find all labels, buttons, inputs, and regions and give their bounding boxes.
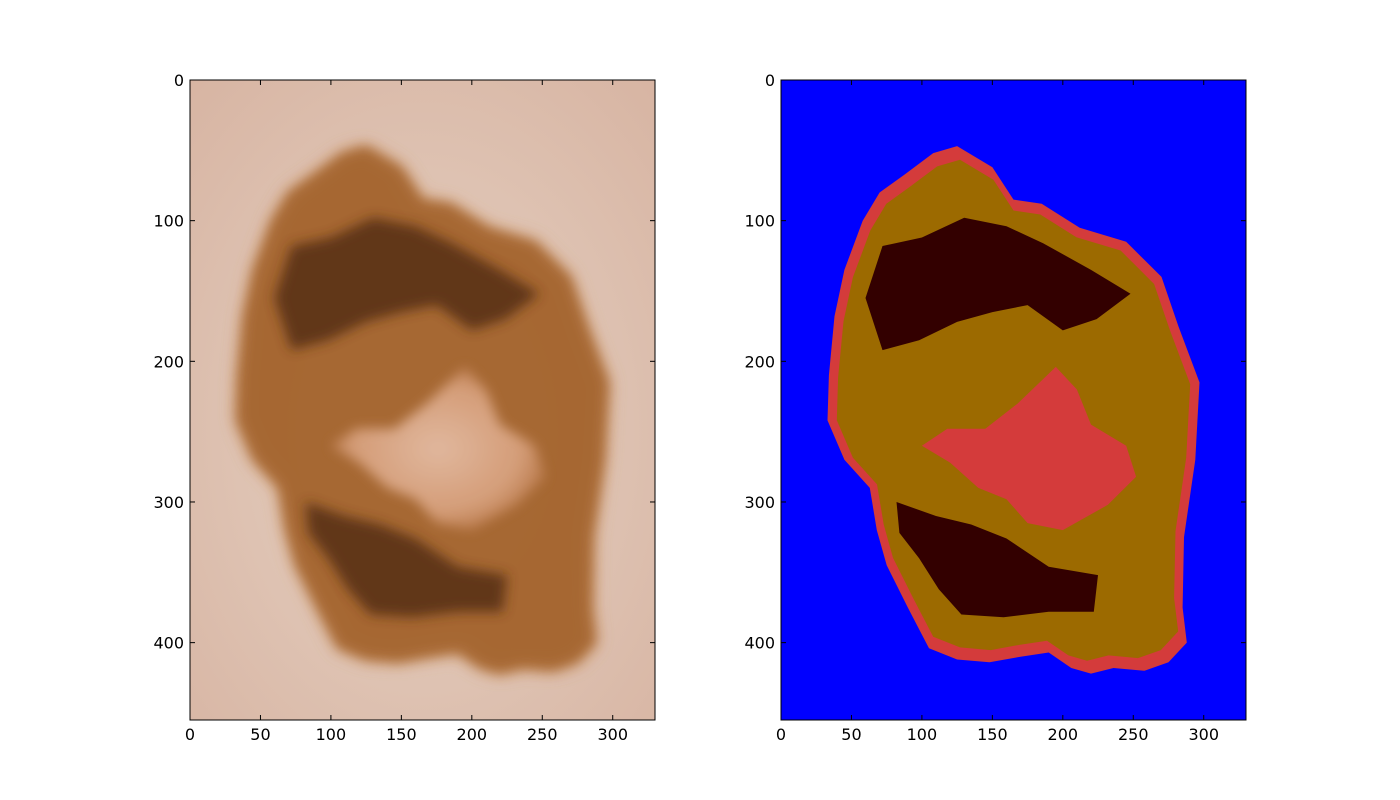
lesion-pale-center bbox=[330, 366, 546, 531]
lesion-dark-area bbox=[305, 502, 507, 618]
right-xtick-label: 250 bbox=[1118, 725, 1149, 744]
segment-center-class bbox=[921, 366, 1137, 531]
dermoscopy-image-panel: 0 50 100 150 200 250 300 0 100 200 300 400 bbox=[153, 71, 656, 744]
right-xtick-label: 50 bbox=[841, 725, 861, 744]
left-ytick-label: 200 bbox=[153, 352, 184, 371]
left-axes: 0 50 100 150 200 250 300 0 100 200 300 400 bbox=[153, 71, 656, 744]
lesion-photo bbox=[236, 146, 609, 674]
left-xtick-label: 200 bbox=[457, 725, 488, 744]
segmentation-regions bbox=[827, 146, 1200, 674]
right-axes: 0 50 100 150 200 250 300 0 100 200 300 400 bbox=[744, 71, 1247, 744]
right-xtick-label: 0 bbox=[776, 725, 786, 744]
left-ytick-label: 0 bbox=[174, 71, 184, 90]
right-axes-frame bbox=[780, 79, 1247, 721]
left-xtick-label: 50 bbox=[250, 725, 270, 744]
left-xtick-label: 300 bbox=[597, 725, 628, 744]
right-xtick-label: 150 bbox=[977, 725, 1008, 744]
segmentation-map-panel: 0 50 100 150 200 250 300 0 100 200 300 400 bbox=[744, 71, 1247, 744]
left-xtick-label: 150 bbox=[386, 725, 417, 744]
right-ytick-label: 200 bbox=[744, 352, 775, 371]
right-ytick-label: 0 bbox=[765, 71, 775, 90]
left-ytick-label: 300 bbox=[153, 493, 184, 512]
left-ytick-label: 100 bbox=[153, 212, 184, 231]
segment-dark-class bbox=[896, 502, 1098, 618]
right-xtick-label: 200 bbox=[1048, 725, 1079, 744]
right-ytick-label: 100 bbox=[744, 212, 775, 231]
segment-dark-class bbox=[865, 217, 1131, 351]
left-xtick-label: 100 bbox=[316, 725, 347, 744]
left-axes-frame bbox=[189, 79, 656, 721]
right-xtick-label: 100 bbox=[907, 725, 938, 744]
left-ytick-label: 400 bbox=[153, 634, 184, 653]
right-ytick-label: 300 bbox=[744, 493, 775, 512]
left-xtick-label: 250 bbox=[527, 725, 558, 744]
right-ytick-label: 400 bbox=[744, 634, 775, 653]
right-xtick-label: 300 bbox=[1188, 725, 1219, 744]
lesion-dark-area bbox=[274, 217, 540, 351]
left-xtick-label: 0 bbox=[185, 725, 195, 744]
segmentation-image bbox=[781, 80, 1246, 720]
dermoscopy-image bbox=[190, 80, 655, 720]
